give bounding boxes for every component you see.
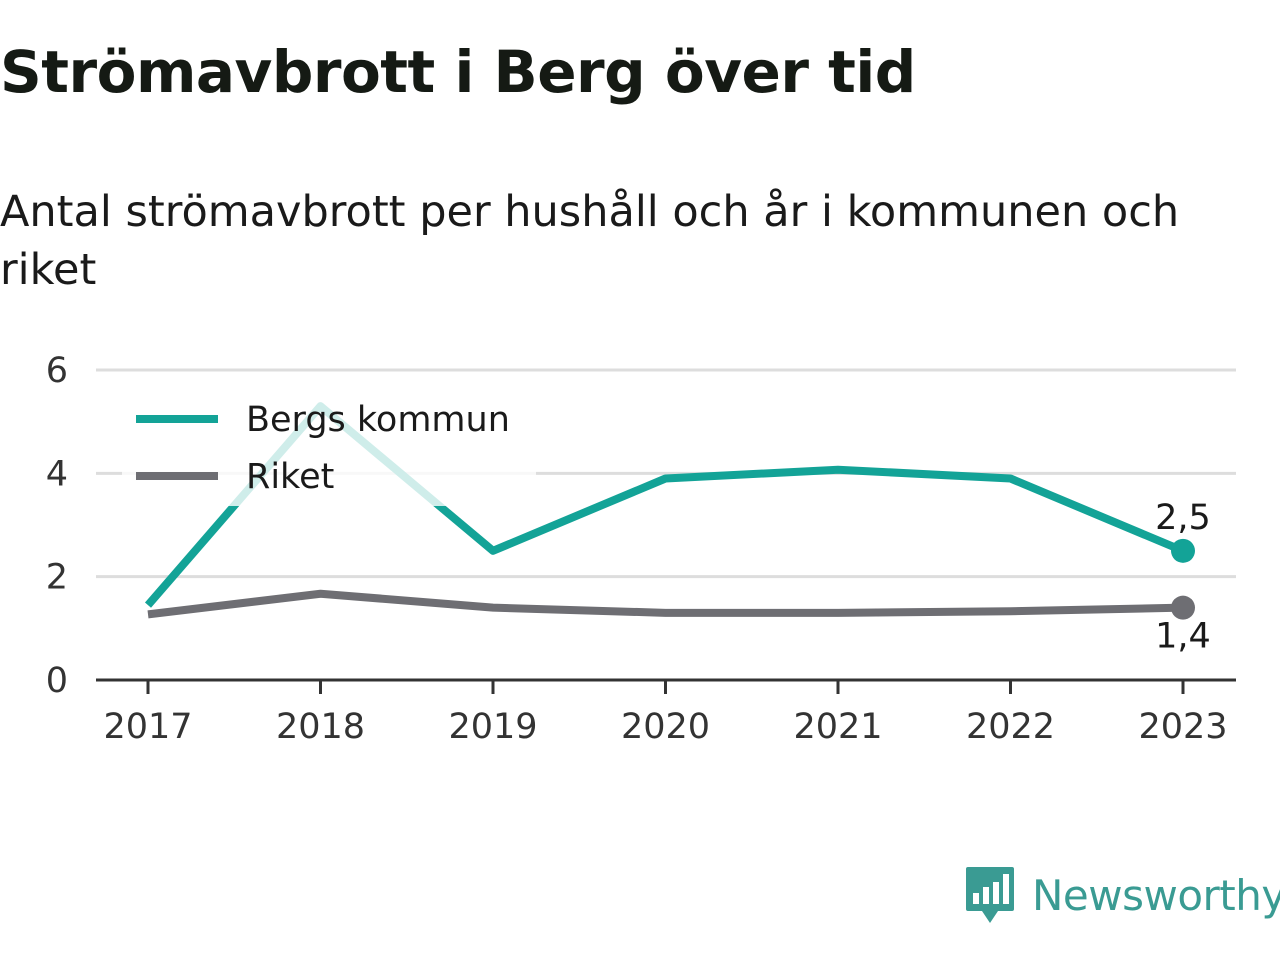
chart-title: Strömavbrott i Berg över tid (0, 38, 916, 106)
y-axis-ticks: 0 2 4 6 (46, 351, 68, 701)
y-tick-label: 6 (46, 351, 68, 391)
end-points: 2,5 1,4 (1155, 498, 1211, 657)
legend: Bergs kommun Riket (122, 390, 536, 506)
end-point-marker (1171, 538, 1195, 563)
y-tick-label: 2 (46, 558, 68, 598)
bar-chart-speech-bubble-icon (966, 867, 1014, 923)
series-line-riket (147, 589, 1184, 619)
legend-label-riket: Riket (246, 457, 334, 497)
legend-label-bergs-kommun: Bergs kommun (246, 400, 510, 440)
newsworthy-logo: Newsworthy (964, 864, 1280, 926)
x-axis: 2017 2018 2019 2020 2021 2022 2023 (96, 678, 1236, 747)
x-tick-label: 2017 (103, 707, 192, 747)
end-value-label: 2,5 (1155, 498, 1211, 538)
x-tick-label: 2019 (448, 707, 537, 747)
y-tick-label: 0 (46, 661, 68, 701)
x-tick-label: 2020 (621, 707, 710, 747)
x-tick-label: 2023 (1138, 707, 1227, 747)
line-chart: 0 2 4 6 Bergs kommun Riket 2017 2018 2019 2020… (46, 351, 1236, 747)
x-tick-label: 2018 (276, 707, 365, 747)
x-tick-label: 2022 (966, 707, 1055, 747)
end-point-marker (1171, 595, 1195, 620)
chart-subtitle: Antal strömavbrott per hushåll och år i … (0, 187, 1180, 295)
legend-background (122, 390, 536, 506)
end-value-label: 1,4 (1155, 617, 1211, 657)
y-tick-label: 4 (46, 454, 68, 494)
brand-name: Newsworthy (1032, 870, 1280, 920)
x-tick-label: 2021 (793, 707, 882, 747)
